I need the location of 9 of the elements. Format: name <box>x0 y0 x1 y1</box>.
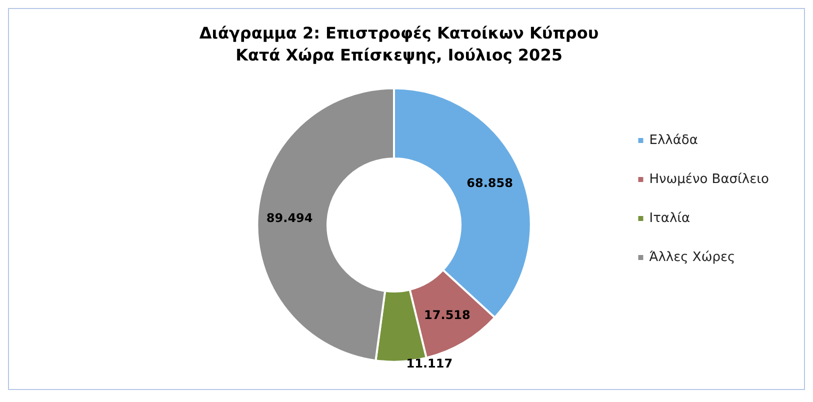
chart-title: Διάγραμμα 2: Επιστροφές Κατοίκων Κύπρου Κατά Χώρα Επίσκεψης, Ιούλιος 2025 <box>199 24 599 64</box>
legend-label: Ιταλία <box>649 211 690 226</box>
data-label: 89.494 <box>266 210 313 225</box>
legend-label: Ελλάδα <box>649 133 698 148</box>
data-label: 68.858 <box>466 176 513 190</box>
legend-label: Άλλες Χώρες <box>649 250 736 265</box>
data-label: 11.117 <box>406 356 453 371</box>
data-label: 17.518 <box>424 308 470 322</box>
legend-label: Ηνωμένο Βασίλειο <box>649 172 770 187</box>
